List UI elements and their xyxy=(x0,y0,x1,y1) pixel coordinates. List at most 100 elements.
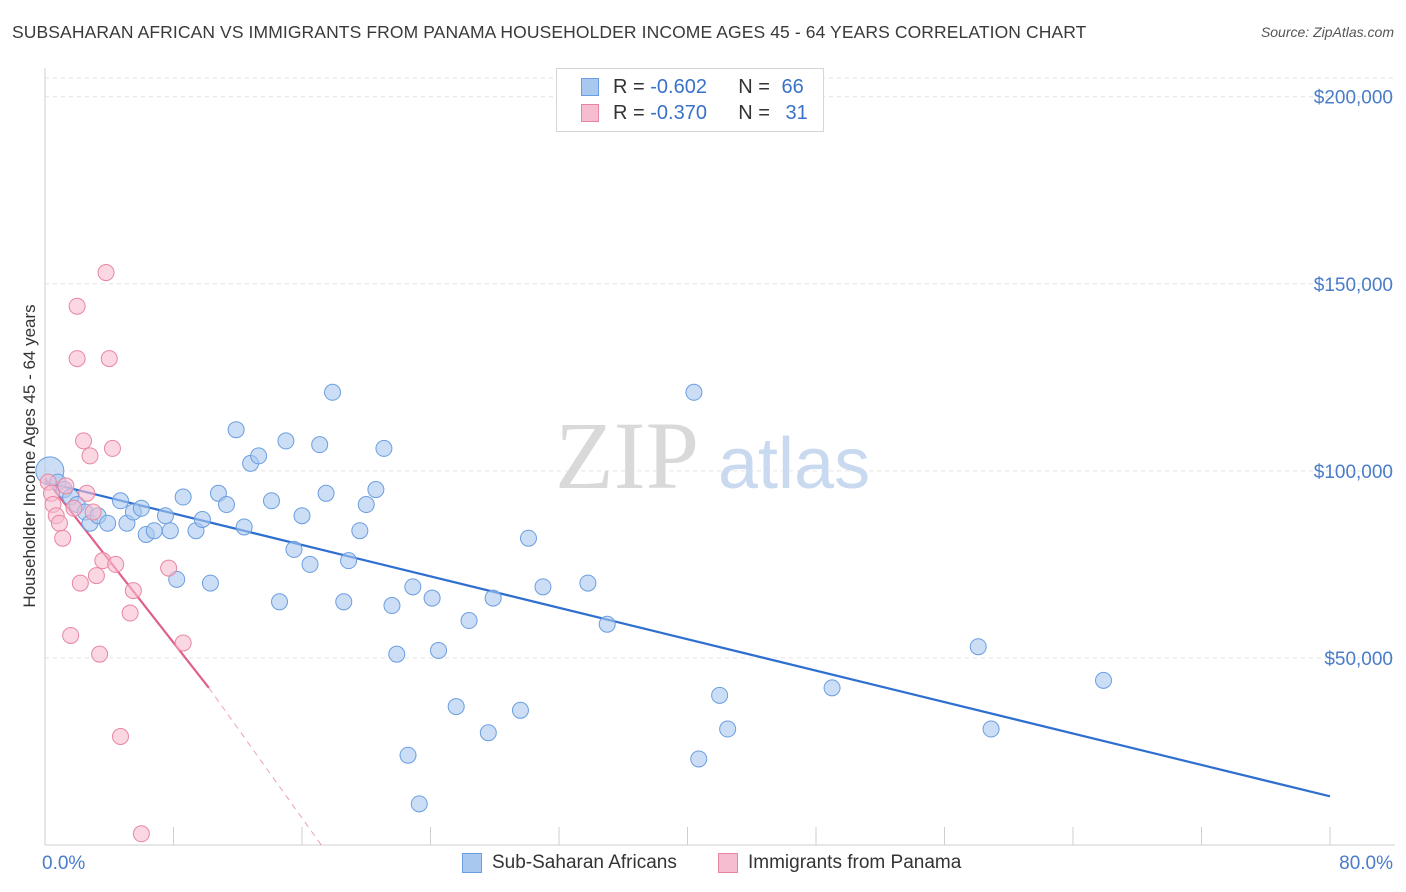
bottom-legend-swatch-blue xyxy=(462,853,482,873)
y-tick-label: $150,000 xyxy=(1314,275,1393,296)
point-sub-saharan xyxy=(823,679,841,697)
point-sub-saharan xyxy=(324,383,342,401)
point-sub-saharan xyxy=(982,720,1000,738)
chart-title: SUBSAHARAN AFRICAN VS IMMIGRANTS FROM PA… xyxy=(12,22,1087,42)
y-tick-label: $50,000 xyxy=(1324,649,1393,670)
y-axis-title: Householder Income Ages 45 - 64 years xyxy=(20,304,39,607)
x-tick-label: 80.0% xyxy=(1339,853,1393,874)
point-sub-saharan xyxy=(383,597,401,615)
point-sub-saharan xyxy=(711,686,729,704)
point-sub-saharan xyxy=(351,522,369,540)
point-panama xyxy=(81,447,99,465)
trend-lines xyxy=(44,477,1331,846)
point-panama xyxy=(78,484,96,502)
point-sub-saharan xyxy=(690,750,708,768)
point-sub-saharan xyxy=(311,436,329,454)
point-panama xyxy=(121,604,139,622)
legend-n-value: 66 xyxy=(781,75,804,98)
correlation-legend: R = -0.602 N = 66 R = -0.370 N = 31 xyxy=(556,68,824,132)
point-panama xyxy=(62,626,80,644)
point-sub-saharan xyxy=(404,578,422,596)
y-tick-label: $200,000 xyxy=(1314,88,1393,109)
legend-r-value: -0.602 xyxy=(650,75,707,98)
legend-swatch-pink xyxy=(581,104,599,122)
bottom-legend-blue: Sub-Saharan Africans xyxy=(462,852,677,874)
point-sub-saharan xyxy=(277,432,295,450)
point-sub-saharan xyxy=(534,578,552,596)
bottom-legend-label-pink: Immigrants from Panama xyxy=(748,852,962,873)
point-sub-saharan xyxy=(174,488,192,506)
point-sub-saharan xyxy=(375,439,393,457)
source-label: Source: ZipAtlas.com xyxy=(1260,24,1394,40)
point-sub-saharan xyxy=(111,492,129,510)
point-sub-saharan xyxy=(145,522,163,540)
point-sub-saharan xyxy=(460,612,478,630)
legend-row-pink: R = -0.370 N = 31 xyxy=(581,101,808,125)
point-panama xyxy=(57,477,75,495)
point-sub-saharan xyxy=(388,645,406,663)
axes xyxy=(44,68,1395,846)
point-sub-saharan xyxy=(235,518,253,536)
legend-n-label: N = xyxy=(738,75,776,98)
point-sub-saharan xyxy=(410,795,428,813)
tick-labels: $50,000 $100,000 $150,000 $200,000 0.0% 80.0% xyxy=(42,88,1393,874)
point-panama xyxy=(97,264,115,282)
data-points xyxy=(35,264,1113,843)
point-sub-saharan xyxy=(293,507,311,525)
point-sub-saharan xyxy=(250,447,268,465)
point-sub-saharan xyxy=(1095,671,1113,689)
point-sub-saharan xyxy=(685,383,703,401)
bottom-legend-pink: Immigrants from Panama xyxy=(718,852,961,874)
point-panama xyxy=(124,582,142,600)
point-sub-saharan xyxy=(479,724,497,742)
point-sub-saharan xyxy=(271,593,289,611)
legend-n-value: 31 xyxy=(785,101,808,124)
point-sub-saharan xyxy=(447,698,465,716)
point-sub-saharan xyxy=(367,481,385,499)
point-sub-saharan xyxy=(399,746,417,764)
point-panama xyxy=(68,297,86,315)
point-panama xyxy=(68,350,86,368)
point-sub-saharan xyxy=(285,540,303,558)
point-sub-saharan xyxy=(99,514,117,532)
point-sub-saharan xyxy=(227,421,245,439)
point-sub-saharan xyxy=(579,574,597,592)
point-panama xyxy=(107,555,125,573)
point-panama xyxy=(50,514,68,532)
bottom-legend-label-blue: Sub-Saharan Africans xyxy=(492,852,677,873)
point-panama xyxy=(71,574,89,592)
point-panama xyxy=(87,567,105,585)
watermark-atlas: atlas xyxy=(718,424,870,504)
x-tick-label: 0.0% xyxy=(42,853,85,874)
point-panama xyxy=(75,432,93,450)
gridlines xyxy=(45,77,1395,659)
point-sub-saharan xyxy=(598,615,616,633)
bottom-legend-swatch-pink xyxy=(718,853,738,873)
point-sub-saharan xyxy=(357,496,375,514)
point-sub-saharan xyxy=(301,555,319,573)
point-sub-saharan xyxy=(218,496,236,514)
trend-line-sub-saharan xyxy=(44,481,1331,798)
point-panama xyxy=(54,529,72,547)
point-panama xyxy=(103,439,121,457)
point-sub-saharan xyxy=(484,589,502,607)
point-sub-saharan xyxy=(430,641,448,659)
point-sub-saharan xyxy=(719,720,737,738)
trend-line-panama-extension xyxy=(208,687,322,846)
point-sub-saharan xyxy=(193,510,211,528)
point-panama xyxy=(65,499,83,517)
legend-row-blue: R = -0.602 N = 66 xyxy=(581,75,804,99)
legend-swatch-blue xyxy=(581,78,599,96)
y-tick-label: $100,000 xyxy=(1314,462,1393,483)
point-sub-saharan xyxy=(201,574,219,592)
point-sub-saharan xyxy=(519,529,537,547)
point-panama xyxy=(132,825,150,843)
watermark-zip: ZIP xyxy=(555,402,699,509)
legend-n-label: N = xyxy=(738,101,776,124)
point-sub-saharan xyxy=(317,484,335,502)
watermark: ZIP atlas xyxy=(555,402,870,509)
point-sub-saharan xyxy=(262,492,280,510)
point-panama xyxy=(91,645,109,663)
point-panama xyxy=(111,727,129,745)
